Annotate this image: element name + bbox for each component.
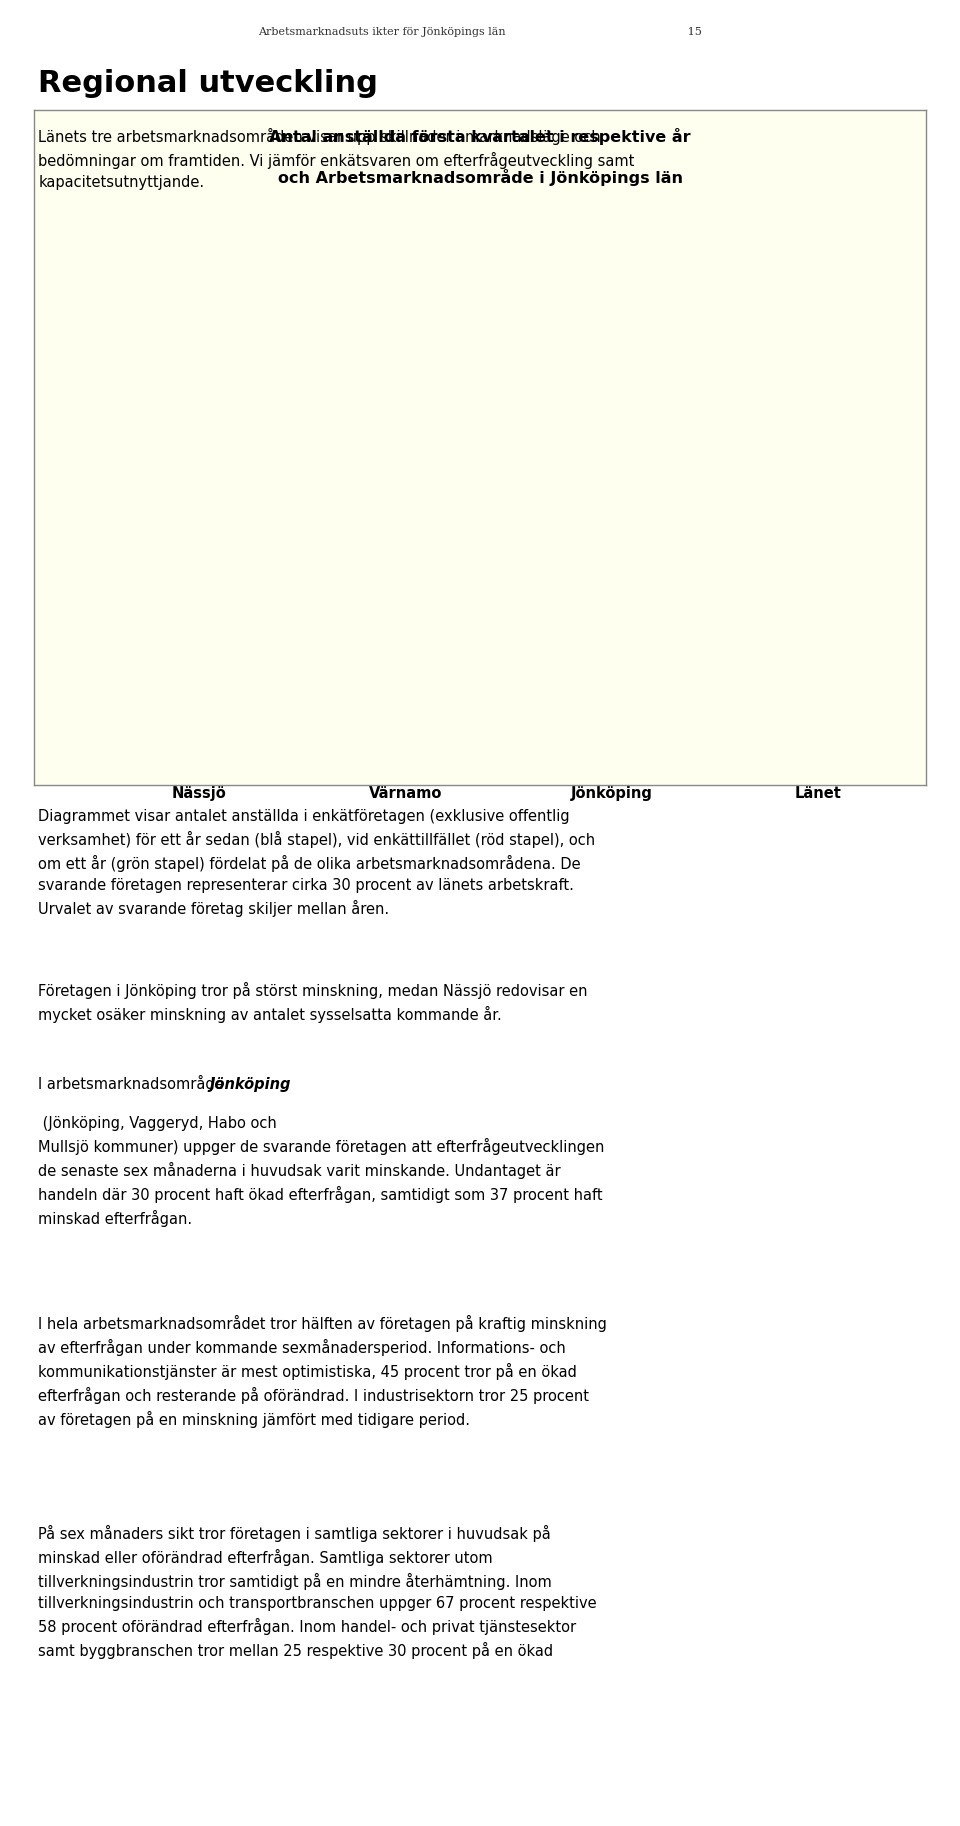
Bar (841, 369, 886, 776)
Bar (383, 679, 428, 776)
Bar (222, 659, 267, 776)
Bar (132, 635, 177, 776)
Text: och Arbetsmarknadsområde i Jönköpings län: och Arbetsmarknadsområde i Jönköpings lä… (277, 168, 683, 186)
Text: Antal anställda första kvartalet i respektive år: Antal anställda första kvartalet i respe… (269, 128, 691, 146)
Bar (544, 542, 589, 776)
Text: Företagen i Jönköping tror på störst minskning, medan Nässjö redovisar en
mycket: Företagen i Jönköping tror på störst min… (38, 982, 588, 1023)
Text: På sex månaders sikt tror företagen i samtliga sektorer i huvudsak på
minskad el: På sex månaders sikt tror företagen i sa… (38, 1525, 597, 1658)
Legend: 2008, 2009, 20010: 2008, 2009, 20010 (110, 259, 347, 289)
Text: (Jönköping, Vaggeryd, Habo och
Mullsjö kommuner) uppger de svarande företagen at: (Jönköping, Vaggeryd, Habo och Mullsjö k… (38, 1116, 605, 1227)
Text: Jönköping: Jönköping (209, 1077, 291, 1092)
Bar (177, 654, 222, 776)
Text: I hela arbetsmarknadsområdet tror hälften av företagen på kraftig minskning
av e: I hela arbetsmarknadsområdet tror hälfte… (38, 1315, 608, 1428)
Bar (428, 685, 473, 776)
Bar (589, 566, 635, 776)
Text: I arbetsmarknadsområde: I arbetsmarknadsområde (38, 1077, 228, 1092)
Text: Länets tre arbetsmarknadsområden visar upp skillnader i marknadsläge och
bedömni: Länets tre arbetsmarknadsområden visar u… (38, 128, 635, 190)
Bar (751, 299, 796, 776)
Text: Regional utveckling: Regional utveckling (38, 69, 378, 99)
Bar (635, 572, 680, 776)
Bar (796, 356, 841, 776)
Text: Diagrammet visar antalet anställda i enkätföretagen (exklusive offentlig
verksam: Diagrammet visar antalet anställda i enk… (38, 809, 595, 917)
Text: Arbetsmarknadsuts ikter för Jönköpings län                                      : Arbetsmarknadsuts ikter för Jönköpings l… (258, 27, 702, 37)
Bar (338, 665, 383, 776)
